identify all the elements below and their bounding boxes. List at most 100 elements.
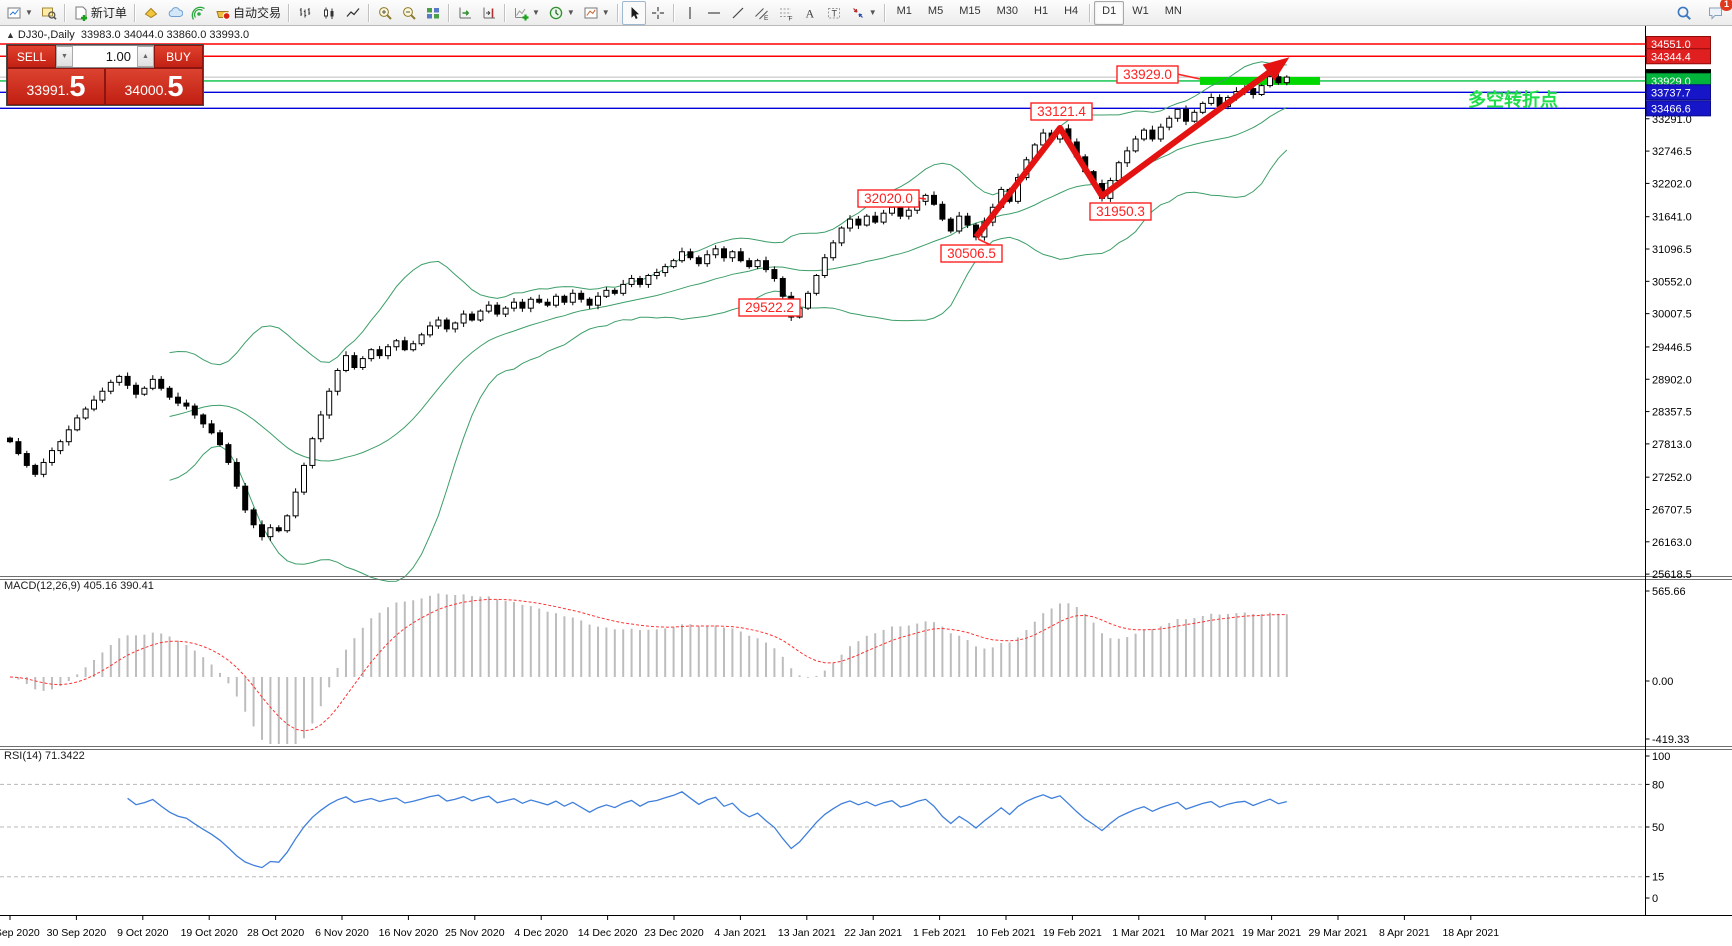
new-order-button[interactable]: 新订单 — [69, 1, 131, 25]
candlestick — [897, 206, 904, 217]
price-axis-label: 28357.5 — [1652, 407, 1692, 419]
price-axis-label: 32202.0 — [1652, 178, 1692, 190]
rsi-axis-label: 50 — [1652, 822, 1664, 834]
candlestick — [469, 313, 475, 321]
price-axis-label: 33291.0 — [1652, 114, 1692, 126]
autoscroll-button[interactable] — [453, 1, 477, 25]
timeframe-button-m1[interactable]: M1 — [896, 4, 912, 17]
arrows-button[interactable]: ▼ — [846, 1, 881, 25]
signals-button[interactable] — [187, 1, 211, 25]
candlestick — [116, 375, 123, 383]
fibonacci-button[interactable]: F — [774, 1, 798, 25]
channel-button[interactable]: E — [750, 1, 774, 25]
candlestick — [889, 206, 895, 214]
price-annotation: 29522.2 — [738, 298, 801, 317]
price-axis-label: 30007.5 — [1652, 309, 1692, 321]
candlestick — [704, 254, 711, 265]
candle-chart-button[interactable] — [317, 1, 341, 25]
timeframe-button-m30[interactable]: M30 — [996, 4, 1019, 17]
buy-price[interactable]: 34000. 5 — [105, 68, 203, 105]
date-axis-label: 25 Nov 2020 — [445, 927, 505, 939]
cursor-button[interactable] — [621, 0, 646, 25]
indicators-button[interactable]: ▼ — [509, 1, 544, 25]
text-icon: A — [805, 6, 814, 20]
candlestick — [410, 343, 417, 351]
zoom-out-button[interactable] — [397, 1, 421, 25]
tile-windows-button[interactable] — [421, 1, 445, 25]
date-axis-label: 22 Jan 2021 — [844, 927, 902, 939]
toolbar-separator — [883, 3, 886, 22]
timeframe-button-m15[interactable]: M15 — [959, 4, 981, 17]
candlestick — [284, 515, 291, 532]
volume-up-button[interactable]: ▲ — [137, 46, 154, 67]
new-chart-button[interactable]: ▼ — [2, 1, 37, 25]
price-annotation: 33121.4 — [1030, 102, 1093, 121]
notifications-button[interactable]: 1 — [1704, 0, 1732, 25]
candlestick — [645, 275, 652, 285]
volume-input[interactable] — [73, 46, 137, 67]
profiles-button[interactable] — [37, 1, 61, 25]
candlestick — [838, 227, 845, 244]
candlestick — [351, 355, 358, 369]
cloud-button[interactable] — [163, 1, 187, 25]
candlestick — [712, 248, 719, 256]
candlestick — [1191, 111, 1198, 122]
bar-chart-button[interactable] — [293, 1, 317, 25]
metaeditor-button[interactable] — [139, 1, 163, 25]
zoom-in-button[interactable] — [373, 1, 397, 25]
crosshair-button[interactable] — [646, 1, 670, 25]
annotation-box — [1089, 202, 1152, 221]
timeframe-button-w1[interactable]: W1 — [1132, 4, 1149, 17]
candlestick — [1250, 88, 1257, 96]
timeframe-button-h1[interactable]: H1 — [1034, 4, 1049, 17]
line-chart-button[interactable] — [341, 1, 365, 25]
price-axis-label: 26163.0 — [1652, 537, 1692, 549]
chart-shift-button[interactable] — [477, 1, 501, 25]
date-axis-label: 19 Feb 2021 — [1043, 927, 1102, 939]
candlestick — [49, 450, 55, 463]
sell-button[interactable]: SELL — [7, 45, 56, 68]
hline-button[interactable] — [702, 1, 726, 25]
trendline-button[interactable] — [726, 1, 750, 25]
search-button[interactable] — [1672, 1, 1696, 25]
candlestick — [519, 301, 526, 309]
candlestick — [569, 292, 576, 303]
svg-text:F: F — [788, 15, 792, 21]
price-axis-label: 25618.5 — [1652, 569, 1692, 581]
svg-text:A: A — [805, 6, 814, 20]
timeframe-button-m5[interactable]: M5 — [927, 4, 944, 17]
buy-price-small: 34000. — [124, 82, 168, 98]
candlestick — [1199, 102, 1206, 113]
candlestick — [544, 301, 551, 306]
candlestick — [317, 414, 324, 440]
candlestick — [107, 381, 114, 392]
chart-symbol-period: DJ30-,Daily — [17, 29, 75, 41]
rsi-axis-label: 15 — [1652, 872, 1664, 884]
date-axis-label: 4 Dec 2020 — [514, 927, 568, 939]
autotrading-button[interactable]: 自动交易 — [211, 1, 285, 25]
chart-collapse-icon[interactable]: ▲ — [6, 30, 15, 40]
candlestick — [779, 277, 786, 297]
templates-button[interactable]: ▼ — [579, 1, 614, 25]
text-button[interactable]: A — [798, 1, 822, 25]
sell-price[interactable]: 33991. 5 — [7, 68, 105, 105]
channel-icon: E — [754, 7, 769, 21]
vline-button[interactable] — [678, 1, 702, 25]
date-axis-label: 18 Apr 2021 — [1442, 927, 1499, 939]
buy-button[interactable]: BUY — [154, 45, 203, 68]
date-axis-label: 9 Oct 2020 — [117, 927, 169, 939]
candlestick — [57, 441, 64, 452]
volume-down-button[interactable]: ▼ — [56, 46, 73, 67]
candlestick — [662, 266, 669, 274]
tile-windows-icon — [426, 7, 439, 18]
timeframe-button-d1[interactable]: D1 — [1094, 0, 1125, 25]
candle-chart-icon — [323, 7, 334, 19]
chart-title: ▲ DJ30-,Daily 33983.0 34044.0 33860.0 339… — [6, 29, 249, 41]
candlestick — [536, 298, 543, 303]
text-label-button[interactable]: T — [822, 1, 846, 25]
candlestick — [1132, 138, 1139, 152]
timeframe-button-mn[interactable]: MN — [1164, 4, 1182, 17]
timeframe-button-h4[interactable]: H4 — [1064, 4, 1079, 17]
periods-button[interactable]: ▼ — [544, 1, 579, 25]
